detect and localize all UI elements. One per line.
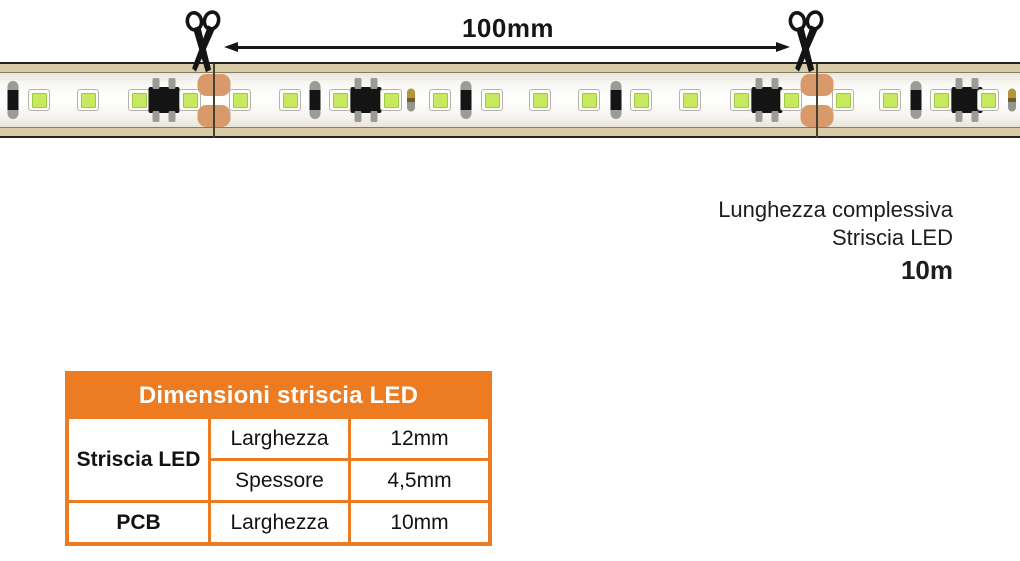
table-group-pcb: PCB <box>69 503 208 542</box>
summary-line2: Striscia LED <box>831 225 953 250</box>
resistor-component-icon <box>309 81 321 119</box>
table-group-striscia-led: Striscia LED <box>69 419 208 500</box>
summary-line1: Lunghezza complessiva <box>718 197 953 222</box>
ic-component-icon <box>751 78 783 122</box>
measurement-arrow-line <box>236 46 778 49</box>
cut-line <box>213 64 215 138</box>
led-component-icon <box>229 89 251 111</box>
led-component-icon <box>679 89 701 111</box>
ic-component-icon <box>350 78 382 122</box>
scissors-icon <box>788 10 824 73</box>
led-component-icon <box>879 89 901 111</box>
scissors-icon <box>185 10 221 73</box>
led-component-icon <box>179 89 201 111</box>
table-property-cell: Larghezza <box>211 419 348 458</box>
led-component-icon <box>77 89 99 111</box>
table-title: Dimensioni striscia LED <box>69 375 488 416</box>
led-component-icon <box>578 89 600 111</box>
total-length-summary: Lunghezza complessiva Striscia LED 10m <box>718 196 953 286</box>
resistor-component-icon <box>460 81 472 119</box>
resistor-component-icon <box>910 81 922 119</box>
measurement-label: 100mm <box>461 13 555 43</box>
led-component-icon <box>481 89 503 111</box>
resistor-component-icon <box>7 81 19 119</box>
led-component-icon <box>429 89 451 111</box>
cut-line <box>816 64 818 138</box>
dimensions-table: Dimensioni striscia LED Striscia LED Lar… <box>65 371 492 546</box>
led-component-icon <box>780 89 802 111</box>
table-property-cell: Spessore <box>211 461 348 500</box>
led-component-icon <box>630 89 652 111</box>
led-strip-illustration <box>0 62 1020 140</box>
strip-bottom-edge <box>0 127 1020 138</box>
strip-top-edge <box>0 62 1020 73</box>
led-component-icon <box>977 89 999 111</box>
arrow-right-head-icon <box>776 42 790 52</box>
ic-component-icon <box>148 78 180 122</box>
table-value-cell: 4,5mm <box>351 461 488 500</box>
led-component-icon <box>730 89 752 111</box>
capacitor-component-icon <box>1008 88 1016 112</box>
table-property-cell: Larghezza <box>211 503 348 542</box>
led-component-icon <box>380 89 402 111</box>
summary-value: 10m <box>900 255 953 285</box>
led-component-icon <box>128 89 150 111</box>
arrow-left-head-icon <box>224 42 238 52</box>
led-component-icon <box>329 89 351 111</box>
led-component-icon <box>832 89 854 111</box>
table-value-cell: 10mm <box>351 503 488 542</box>
led-component-icon <box>28 89 50 111</box>
led-component-icon <box>529 89 551 111</box>
led-component-icon <box>279 89 301 111</box>
capacitor-component-icon <box>407 88 415 112</box>
led-strip-body <box>0 73 1020 127</box>
resistor-component-icon <box>610 81 622 119</box>
led-component-icon <box>930 89 952 111</box>
table-value-cell: 12mm <box>351 419 488 458</box>
